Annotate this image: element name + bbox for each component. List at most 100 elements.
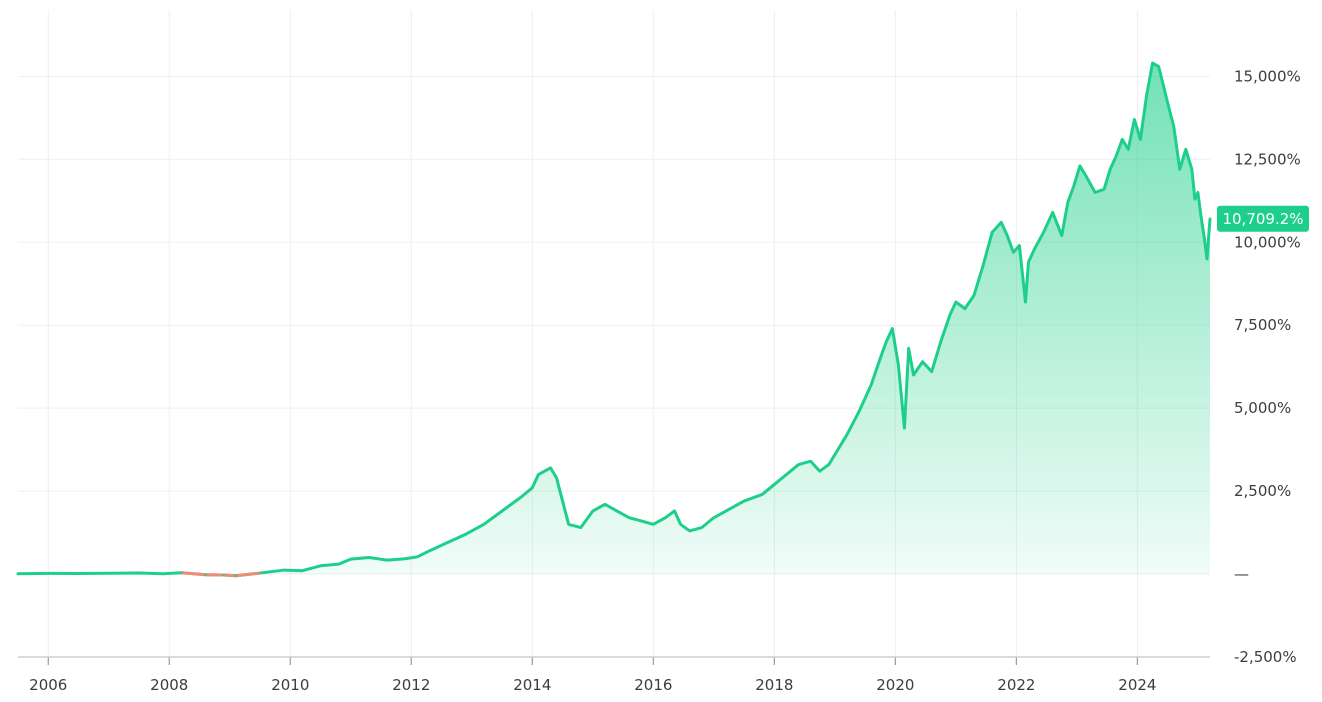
- y-tick-label: 2,500%: [1234, 482, 1291, 500]
- current-value-label: 10,709.2%: [1222, 210, 1303, 228]
- data-point: [1000, 221, 1003, 224]
- data-point: [1051, 211, 1054, 214]
- data-point: [1166, 101, 1169, 105]
- data-point: [907, 347, 910, 350]
- data-point: [349, 557, 352, 561]
- data-point: [1190, 168, 1194, 171]
- x-tick-label: 2008: [150, 676, 188, 694]
- data-point: [319, 564, 322, 567]
- data-point: [1161, 81, 1165, 85]
- data-point: [885, 340, 888, 343]
- data-point: [700, 526, 703, 529]
- data-point: [912, 373, 915, 377]
- data-point: [16, 572, 20, 575]
- data-point: [404, 557, 407, 560]
- data-point: [1196, 191, 1200, 194]
- data-point: [283, 568, 286, 572]
- data-point: [627, 516, 631, 519]
- data-point: [664, 516, 667, 519]
- y-tick-label: -2,500%: [1234, 648, 1297, 666]
- data-point: [640, 519, 643, 523]
- data-point: [879, 357, 882, 360]
- data-point: [1024, 300, 1027, 304]
- y-axis: 15,000% 12,500% 10,000% 7,500% 5,000% 2,500% —…: [1234, 67, 1301, 666]
- data-point: [258, 571, 262, 575]
- data-point: [809, 460, 812, 463]
- data-point: [107, 572, 110, 575]
- data-point: [1157, 65, 1160, 68]
- x-tick-label: 2022: [997, 676, 1035, 694]
- data-point: [464, 533, 467, 536]
- data-point: [1042, 231, 1045, 234]
- data-point: [337, 562, 340, 566]
- data-point: [891, 327, 894, 330]
- data-point: [385, 558, 389, 562]
- area-fill-layer: [18, 63, 1210, 576]
- data-point: [531, 486, 534, 489]
- data-point: [537, 473, 540, 476]
- data-point: [482, 523, 486, 526]
- data-point: [688, 529, 691, 533]
- data-point: [555, 476, 558, 480]
- data-point: [428, 549, 431, 553]
- x-tick-label: 2014: [513, 676, 551, 694]
- data-point: [981, 264, 985, 267]
- data-point: [833, 453, 837, 456]
- data-point: [1208, 217, 1212, 221]
- y-tick-label: 12,500%: [1234, 150, 1301, 168]
- y-tick-label: —: [1234, 565, 1249, 583]
- data-point: [162, 572, 165, 575]
- x-axis: 2006 2008 2010 2012 2014 2016 2018 2020 2022 2024: [18, 656, 1210, 694]
- data-point: [930, 370, 933, 373]
- data-point: [939, 340, 942, 343]
- data-point: [1084, 174, 1088, 178]
- data-point: [963, 307, 967, 310]
- data-point: [567, 523, 570, 526]
- x-tick-label: 2024: [1118, 676, 1156, 694]
- data-point: [742, 499, 746, 503]
- y-tick-label: 5,000%: [1234, 399, 1291, 417]
- data-point: [948, 314, 952, 317]
- negative-segment: [222, 573, 238, 578]
- data-point: [845, 433, 849, 436]
- data-point: [1202, 234, 1206, 237]
- data-point: [77, 572, 80, 575]
- data-point: [712, 516, 716, 519]
- data-point: [1199, 214, 1203, 217]
- x-tick-label: 2018: [755, 676, 793, 694]
- x-tick-label: 2006: [29, 676, 67, 694]
- data-point: [773, 483, 776, 486]
- data-point: [1027, 260, 1030, 264]
- data-point: [679, 523, 682, 526]
- data-point: [1108, 168, 1112, 171]
- data-point: [1133, 118, 1136, 121]
- data-point: [47, 572, 50, 575]
- data-point: [1078, 164, 1082, 168]
- data-point: [1072, 184, 1076, 188]
- data-point: [652, 523, 655, 526]
- data-point: [990, 231, 994, 234]
- data-point: [1012, 251, 1015, 254]
- data-point: [446, 541, 449, 544]
- y-tick-label: 15,000%: [1234, 67, 1301, 85]
- data-point: [954, 300, 958, 304]
- data-point: [549, 466, 552, 470]
- data-point: [591, 509, 595, 513]
- x-tick-label: 2020: [876, 676, 914, 694]
- data-point: [1006, 234, 1009, 237]
- data-point: [673, 509, 676, 513]
- x-tick-label: 2010: [271, 676, 309, 694]
- data-point: [827, 463, 830, 466]
- data-point: [1127, 148, 1130, 151]
- data-point: [1102, 187, 1106, 191]
- data-point: [785, 473, 788, 476]
- data-point: [1145, 95, 1148, 98]
- negative-segment: [179, 571, 208, 577]
- y-tick-label: 7,500%: [1234, 316, 1291, 334]
- data-point: [818, 469, 821, 473]
- series-line-layer: [16, 61, 1212, 578]
- current-value-badge: 10,709.2%: [1217, 205, 1309, 232]
- data-point: [222, 573, 225, 577]
